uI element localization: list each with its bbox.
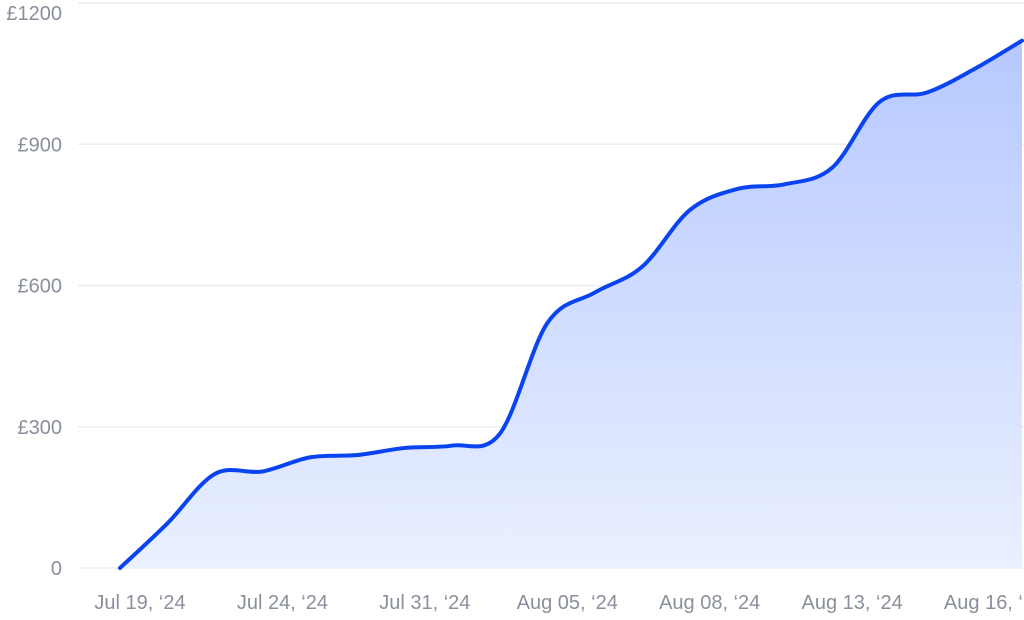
y-axis: 0 £300 £600 £900 £1200	[6, 3, 62, 580]
x-tick-label: Jul 24, ‘24	[237, 592, 328, 614]
x-axis: Jul 19, ‘24 Jul 24, ‘24 Jul 31, ‘24 Aug 05,…	[94, 592, 1024, 614]
x-tick-label: Aug 13, ‘24	[802, 592, 903, 614]
x-tick-label: Jul 19, ‘24	[94, 592, 185, 614]
y-tick-label: £600	[18, 276, 63, 298]
series-line	[118, 38, 1024, 570]
y-tick-label: 0	[51, 558, 62, 580]
x-tick-label: Aug 08, ‘24	[659, 592, 760, 614]
y-tick-label: £300	[18, 417, 63, 439]
y-tick-label: £1200	[6, 3, 62, 25]
x-tick-label: Aug 16, ‘24	[944, 592, 1024, 614]
series-layer	[118, 38, 1024, 570]
x-tick-label: Jul 31, ‘24	[379, 592, 470, 614]
x-tick-label: Aug 05, ‘24	[517, 592, 618, 614]
y-tick-label: £900	[18, 134, 63, 156]
